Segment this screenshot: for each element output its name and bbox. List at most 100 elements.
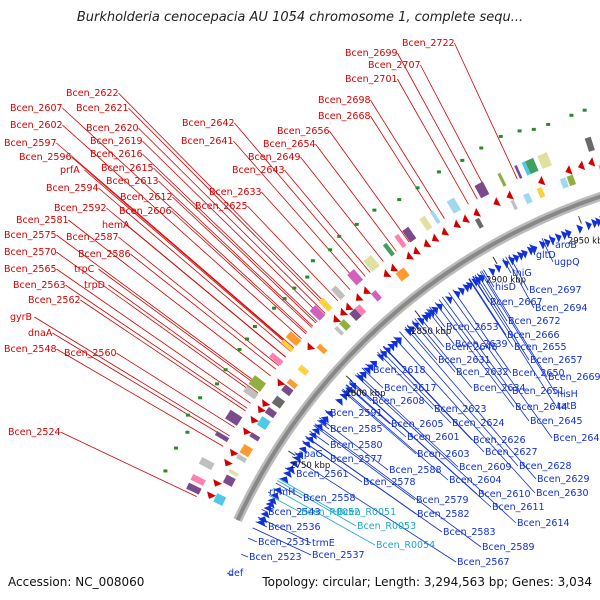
plus-strand-arrow — [383, 347, 391, 355]
minus-strand-arrow — [340, 307, 348, 316]
plus-strand-gene-label: Bcen_2672 — [508, 316, 561, 327]
feature-block — [559, 177, 569, 189]
leader-line — [317, 419, 330, 430]
plus-strand-arrow — [474, 276, 482, 285]
plus-strand-arrow — [366, 364, 374, 372]
gene-marker — [582, 108, 587, 112]
plus-strand-arrow — [289, 460, 298, 468]
minus-strand-gene-label: Bcen_2581 — [16, 215, 69, 226]
minus-strand-gene-label: hemA — [102, 220, 130, 231]
kbp-tick — [288, 450, 296, 456]
leader-line — [315, 143, 397, 252]
plus-strand-arrow — [494, 264, 502, 273]
leader-line — [448, 292, 553, 439]
leader-line — [267, 491, 271, 494]
plus-strand-arrow — [387, 344, 395, 352]
leader-line — [474, 274, 530, 361]
plus-strand-arrow — [543, 238, 551, 248]
leader-line — [34, 316, 230, 437]
leader-line — [341, 389, 417, 455]
rna-gene-label: Bcen_R0054 — [376, 540, 435, 551]
plus-strand-arrow — [445, 296, 453, 305]
leader-line — [329, 130, 410, 243]
plus-strand-gene-label: Bcen_2583 — [443, 527, 496, 538]
plus-strand-arrow — [595, 217, 600, 227]
gene-marker — [185, 430, 190, 434]
plus-strand-arrow — [311, 428, 320, 436]
plus-strand-arrow — [339, 393, 348, 401]
feature-block — [190, 474, 206, 486]
plus-strand-gene-label: Bcen_2639 — [455, 339, 508, 350]
feature-block — [239, 443, 254, 458]
gene-marker — [282, 297, 287, 301]
minus-strand-gene-label: Bcen_2524 — [8, 427, 61, 438]
leader-line — [118, 236, 279, 366]
leader-line — [481, 270, 548, 378]
minus-strand-gene-label: trpD — [84, 280, 105, 291]
minus-strand-gene-label: Bcen_2654 — [263, 139, 316, 150]
kbp-tick — [492, 256, 498, 265]
kbp-tick — [345, 375, 353, 382]
kbp-label: 2950 kbp — [568, 236, 600, 246]
plus-strand-arrow — [260, 511, 270, 519]
minus-strand-gene-label: Bcen_2621 — [76, 103, 129, 114]
feature-block — [280, 339, 295, 352]
plus-strand-gene-label: Bcen_2628 — [519, 461, 572, 472]
gene-marker — [436, 170, 441, 174]
gene-marker — [397, 198, 402, 202]
gene-marker — [569, 113, 574, 117]
leader-line — [370, 115, 439, 223]
minus-strand-gene-label: Bcen_2641 — [181, 136, 234, 147]
plus-strand-arrow — [270, 492, 280, 500]
minus-strand-arrow — [577, 160, 586, 171]
plus-strand-arrow — [308, 432, 317, 440]
minus-strand-arrow — [473, 207, 481, 217]
plus-strand-gene-label: def — [228, 568, 244, 579]
plus-strand-gene-label: Bcen_2645 — [530, 416, 583, 427]
leader-line — [434, 302, 515, 408]
minus-strand-gene-label: Bcen_2613 — [106, 176, 159, 187]
gene-marker — [223, 368, 228, 372]
plus-strand-gene-label: Bcen_2655 — [514, 342, 567, 353]
leader-line — [397, 52, 478, 200]
plus-strand-gene-label: hisD — [495, 282, 516, 293]
feature-block — [354, 304, 367, 316]
backbone-inner — [235, 194, 600, 521]
feature-block — [536, 186, 546, 199]
leader-line — [284, 467, 296, 475]
leader-line — [284, 169, 371, 273]
plus-strand-arrow — [431, 306, 439, 315]
leader-line — [142, 153, 318, 323]
minus-strand-arrow — [229, 448, 239, 457]
backbone-ring — [233, 192, 600, 522]
leader-line — [291, 456, 457, 563]
minus-strand-gene-label: Bcen_2597 — [4, 138, 57, 149]
gene-marker — [310, 259, 315, 263]
leader-line — [370, 99, 445, 219]
rna-gene-label: Bcen_R0052 — [301, 507, 360, 518]
plus-strand-arrow — [369, 360, 377, 369]
leader-line — [257, 516, 312, 544]
minus-strand-gene-label: Bcen_2615 — [101, 163, 154, 174]
minus-strand-gene-label: Bcen_2620 — [86, 123, 139, 134]
plus-strand-arrow — [488, 267, 496, 277]
plus-strand-gene-label: hisH — [557, 389, 578, 400]
leader-line — [342, 388, 449, 481]
minus-strand-gene-label: Bcen_2606 — [119, 206, 172, 217]
plus-strand-gene-label: Bcen_2577 — [330, 454, 383, 465]
feature-block — [521, 161, 531, 176]
plus-strand-gene-label: Bcen_2589 — [482, 542, 535, 553]
plus-strand-arrow — [376, 354, 384, 362]
leader-line — [128, 107, 330, 311]
feature-block — [198, 456, 215, 471]
plus-strand-arrow — [406, 326, 415, 334]
leader-line — [379, 349, 452, 424]
feature-block — [281, 384, 294, 397]
kbp-label: 2850 kbp — [411, 327, 451, 337]
kbp-label: 2750 kbp — [290, 461, 330, 471]
map-title: Burkholderia cenocepacia AU 1054 chromos… — [76, 10, 524, 25]
minus-strand-arrow — [243, 427, 252, 435]
leader-line — [130, 253, 277, 370]
leader-line — [65, 284, 248, 409]
